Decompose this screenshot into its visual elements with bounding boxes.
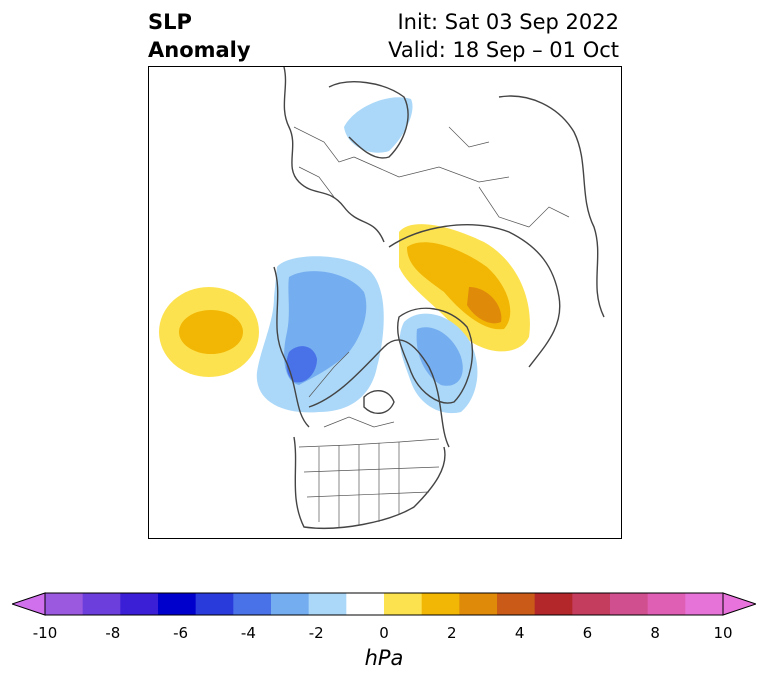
- anomaly-alaska-negative-core: [286, 346, 317, 383]
- colorbar-frame: [44, 592, 724, 616]
- map-dates: Init: Sat 03 Sep 2022 Valid: 18 Sep – 01…: [388, 8, 619, 64]
- colorbar-tick-label: 8: [650, 624, 660, 642]
- coastlines: [273, 67, 605, 529]
- colorbar-cell: [421, 593, 460, 615]
- colorbar-cell: [647, 593, 686, 615]
- border-asia-3: [448, 126, 490, 148]
- colorbar-cell: [497, 593, 536, 615]
- colorbar-cell: [158, 593, 197, 615]
- colorbar-cell: [346, 593, 385, 615]
- border-canada-provinces: [323, 416, 395, 428]
- map-title: SLP Anomaly: [148, 8, 251, 64]
- colorbar-extend-high: [722, 592, 756, 616]
- coastline-east-asia: [498, 95, 605, 318]
- anomaly-pacific-positive-inner: [179, 310, 243, 354]
- colorbar-cells: [45, 593, 724, 615]
- border-canada-alaska: [308, 351, 350, 398]
- colorbar-tick-label: 6: [582, 624, 593, 642]
- colorbar: [12, 592, 756, 616]
- border-europe-1: [293, 126, 355, 163]
- colorbar-tick-label: 0: [379, 624, 389, 642]
- colorbar-cell: [195, 593, 234, 615]
- colorbar-unit: hPa: [364, 646, 404, 670]
- colorbar-extend-low: [12, 592, 46, 616]
- colorbar-tick-label: -8: [105, 624, 121, 642]
- map-canvas: [159, 67, 605, 529]
- title-variable-line2: Anomaly: [148, 38, 251, 62]
- valid-range: Valid: 18 Sep – 01 Oct: [388, 38, 619, 62]
- borders: [293, 126, 570, 527]
- anomaly-scandinavia-negative: [344, 97, 413, 153]
- coastline-hudson-bay: [363, 390, 395, 414]
- border-russia: [353, 156, 510, 183]
- colorbar-tick-label: 4: [514, 624, 525, 642]
- coastline-scandinavia: [328, 81, 409, 159]
- coastline-canada: [308, 339, 450, 448]
- anomaly-fields: [159, 97, 530, 414]
- colorbar-tick-label: 10: [713, 624, 733, 642]
- colorbar-tick-label: -6: [173, 624, 189, 642]
- coastline-greenland: [397, 307, 474, 404]
- coastline-alaska: [273, 266, 310, 428]
- anomaly-siberia-positive-core: [467, 287, 502, 324]
- coastline-usa: [293, 436, 446, 529]
- colorbar-cell: [233, 593, 272, 615]
- colorbar-cell: [610, 593, 649, 615]
- anomaly-greenland-negative-inner: [416, 327, 463, 386]
- colorbar-cell: [685, 593, 724, 615]
- init-date: Init: Sat 03 Sep 2022: [397, 10, 619, 34]
- coastline-siberia: [388, 224, 561, 368]
- map-panel: [148, 66, 622, 539]
- colorbar-tick-label: -2: [308, 624, 324, 642]
- colorbar-cell: [82, 593, 121, 615]
- colorbar-cell: [384, 593, 423, 615]
- colorbar-cell: [572, 593, 611, 615]
- colorbar-cell: [459, 593, 498, 615]
- border-us-states-7: [306, 491, 430, 498]
- coastline-europe: [283, 67, 385, 243]
- colorbar-cell: [534, 593, 573, 615]
- border-us-states-6: [303, 466, 440, 473]
- colorbar-cell: [308, 593, 347, 615]
- border-usa-canada: [298, 438, 440, 448]
- border-asia-1: [478, 186, 530, 228]
- colorbar-cell: [271, 593, 310, 615]
- title-variable-line1: SLP: [148, 10, 192, 34]
- border-asia-2: [528, 206, 570, 228]
- colorbar-cell: [45, 593, 84, 615]
- colorbar-tick-label: -10: [32, 624, 58, 642]
- colorbar-tick-label: -4: [240, 624, 256, 642]
- colorbar-cell: [120, 593, 159, 615]
- colorbar-tick-label: 2: [447, 624, 457, 642]
- border-europe-2: [298, 166, 335, 198]
